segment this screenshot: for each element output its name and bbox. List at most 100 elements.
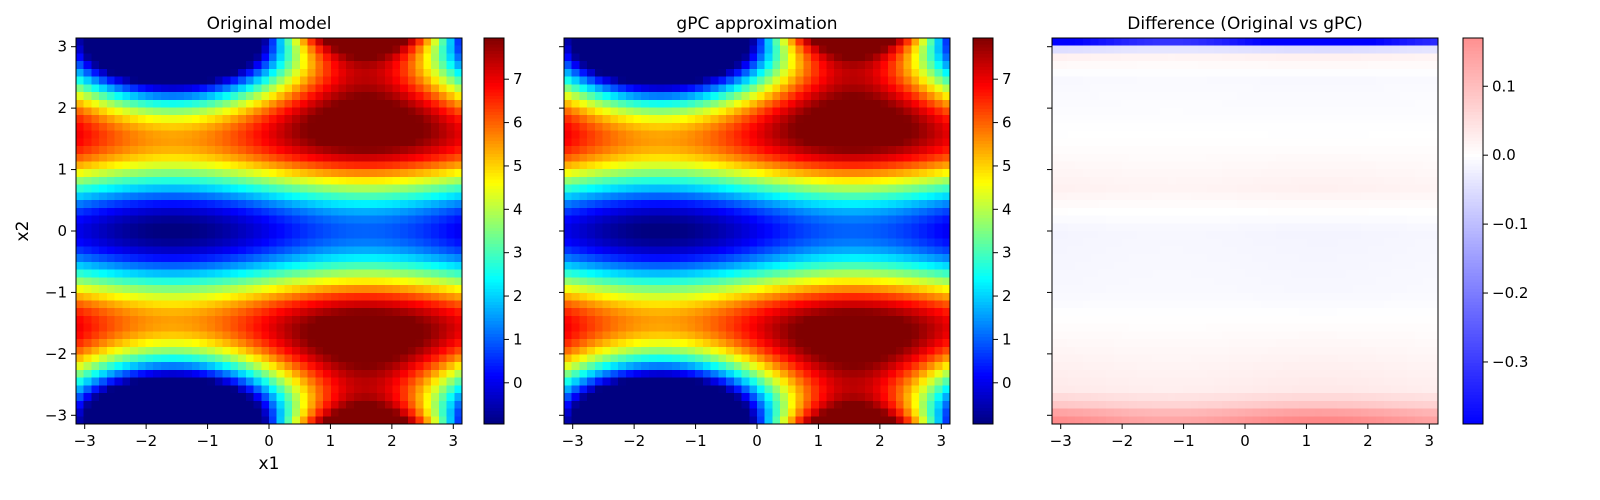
heatmap-cell xyxy=(438,130,448,139)
heatmap-cell xyxy=(672,92,681,101)
heatmap-cell xyxy=(214,416,224,425)
heatmap-cell xyxy=(153,115,162,124)
heatmap-cell xyxy=(214,169,224,178)
heatmap-cell xyxy=(207,146,216,155)
heatmap-cell xyxy=(564,292,573,302)
heatmap-cell xyxy=(687,261,696,271)
heatmap-cell xyxy=(160,400,170,410)
heatmap-cell xyxy=(137,161,147,170)
heatmap-cell xyxy=(400,192,409,201)
heatmap-cell xyxy=(834,169,843,178)
heatmap-cell xyxy=(934,269,943,278)
heatmap-cell xyxy=(564,115,573,124)
heatmap-cell xyxy=(114,223,123,232)
heatmap-cell xyxy=(454,323,463,332)
heatmap-cell xyxy=(160,385,170,394)
heatmap-cell xyxy=(315,146,324,155)
heatmap-cell xyxy=(942,369,951,379)
heatmap-cell xyxy=(780,238,789,248)
heatmap-cell xyxy=(91,393,100,402)
heatmap-cell xyxy=(648,269,658,278)
heatmap-cell xyxy=(415,176,424,186)
heatmap-cell xyxy=(99,315,108,325)
heatmap-cell xyxy=(423,231,432,240)
heatmap-cell xyxy=(695,122,704,132)
heatmap-cell xyxy=(400,292,409,302)
heatmap-cell xyxy=(269,400,278,410)
heatmap-cell xyxy=(633,231,642,240)
heatmap-cell xyxy=(299,84,309,93)
heatmap-cell xyxy=(749,176,758,186)
heatmap-cell xyxy=(160,53,170,62)
heatmap-cell xyxy=(826,315,835,325)
heatmap-cell xyxy=(353,238,363,248)
heatmap-cell xyxy=(407,315,417,325)
heatmap-cell xyxy=(238,400,247,410)
heatmap-cell xyxy=(423,153,432,163)
heatmap-cell xyxy=(307,269,316,278)
heatmap-cell xyxy=(803,362,812,371)
colorbar-segment xyxy=(484,237,504,242)
heatmap-cell xyxy=(610,315,619,325)
heatmap-cell xyxy=(633,300,642,309)
heatmap-cell xyxy=(438,246,448,255)
heatmap-cell xyxy=(299,331,309,340)
heatmap-cell xyxy=(903,161,912,170)
heatmap-cell xyxy=(571,246,581,255)
heatmap-cell xyxy=(222,308,231,317)
heatmap-cell xyxy=(207,323,216,332)
heatmap-cell xyxy=(191,45,201,55)
x-tick-label: 3 xyxy=(449,432,459,450)
heatmap-cell xyxy=(872,146,882,155)
heatmap-cell xyxy=(672,176,681,186)
heatmap-cell xyxy=(299,416,309,425)
heatmap-cell xyxy=(571,84,581,93)
heatmap-cell xyxy=(880,107,889,116)
heatmap-cell xyxy=(849,331,858,340)
heatmap-cell xyxy=(222,61,231,70)
heatmap-cell xyxy=(299,176,309,186)
heatmap-cell xyxy=(687,115,696,124)
heatmap-cell xyxy=(114,115,123,124)
heatmap-cell xyxy=(353,408,363,417)
heatmap-cell xyxy=(780,115,789,124)
heatmap-cell xyxy=(415,308,424,317)
heatmap-cell xyxy=(888,130,897,139)
heatmap-cell xyxy=(83,138,93,147)
heatmap-cell xyxy=(679,115,689,124)
heatmap-cell xyxy=(438,416,448,425)
heatmap-cell xyxy=(803,300,812,309)
heatmap-cell xyxy=(718,215,727,224)
heatmap-cell xyxy=(741,68,750,78)
heatmap-cell xyxy=(423,346,432,356)
heatmap-cell xyxy=(168,192,177,201)
heatmap-cell xyxy=(787,215,797,224)
heatmap-cell xyxy=(857,369,866,379)
heatmap-cell xyxy=(872,207,882,217)
heatmap-cell xyxy=(400,61,409,70)
heatmap-cell xyxy=(911,331,920,340)
heatmap-cell xyxy=(726,362,735,371)
heatmap-cell xyxy=(184,107,193,116)
heatmap-cell xyxy=(269,207,278,217)
heatmap-cell xyxy=(106,323,116,332)
heatmap-cell xyxy=(656,269,665,278)
heatmap-cell xyxy=(276,130,286,139)
heatmap-cell xyxy=(299,115,309,124)
heatmap-cell xyxy=(353,300,363,309)
heatmap-cell xyxy=(919,61,928,70)
heatmap-cell xyxy=(338,76,347,85)
colorbar-segment xyxy=(484,185,504,190)
heatmap-cell xyxy=(888,223,897,232)
heatmap-cell xyxy=(315,269,324,278)
heatmap-cell xyxy=(431,130,440,139)
heatmap-cell xyxy=(942,146,951,155)
heatmap-cell xyxy=(83,84,93,93)
heatmap-cell xyxy=(83,315,93,325)
heatmap-cell xyxy=(579,115,588,124)
heatmap-cell xyxy=(315,408,324,417)
heatmap-cell xyxy=(787,169,797,178)
heatmap-cell xyxy=(594,146,604,155)
heatmap-cell xyxy=(269,161,278,170)
heatmap-cell xyxy=(772,292,781,302)
